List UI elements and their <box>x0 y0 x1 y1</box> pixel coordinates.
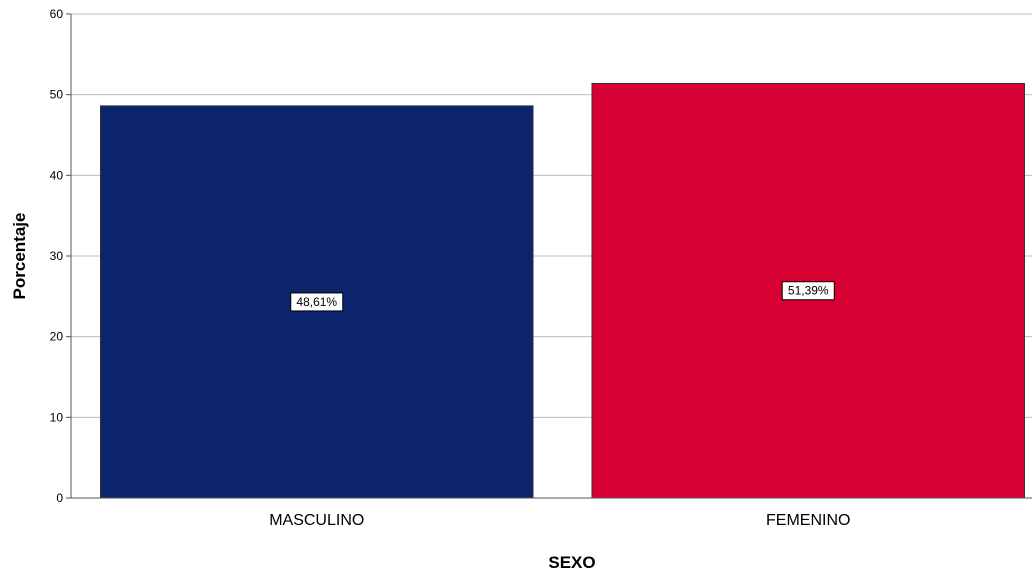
x-axis-labels: MASCULINO FEMENINO <box>269 512 850 529</box>
bars <box>99 82 1026 499</box>
x-axis-title: SEXO <box>548 553 595 571</box>
x-tick-label: MASCULINO <box>269 512 364 529</box>
data-label: 48,61% <box>296 295 337 309</box>
y-tick-label: 60 <box>50 7 64 21</box>
y-tick-label: 30 <box>50 249 64 263</box>
data-label: 51,39% <box>788 284 829 298</box>
y-tick-label: 10 <box>50 410 64 424</box>
y-tick-label: 20 <box>50 330 64 344</box>
y-axis-ticks: 0 10 20 30 40 50 60 <box>50 7 71 505</box>
data-label-box <box>290 292 344 312</box>
y-tick-label: 0 <box>56 491 63 505</box>
y-axis-title: Porcentaje <box>10 213 29 300</box>
y-tick-label: 40 <box>50 168 64 182</box>
data-label-box <box>781 281 835 301</box>
x-tick-label: FEMENINO <box>766 512 850 529</box>
data-labels: 48,61% 51,39% <box>290 281 835 312</box>
y-tick-label: 50 <box>50 88 64 102</box>
